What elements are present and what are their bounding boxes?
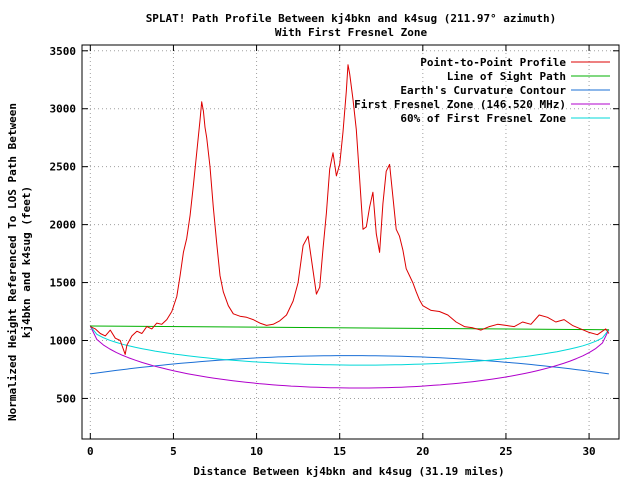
legend-label-earth: Earth's Curvature Contour (400, 84, 566, 97)
chart-title-line1: SPLAT! Path Profile Between kj4bkn and k… (146, 12, 557, 25)
y-axis-label-line1: Normalized Height Referenced To LOS Path… (6, 103, 19, 421)
x-tick-label: 5 (170, 445, 177, 458)
series-line-profile (90, 64, 610, 355)
series-line-fresnel (89, 325, 610, 389)
y-tick-label: 500 (56, 392, 76, 405)
y-tick-label: 3000 (50, 103, 77, 116)
series-line-los (90, 325, 609, 331)
y-tick-label: 1000 (50, 335, 77, 348)
y-tick-label: 1500 (50, 277, 77, 290)
x-tick-label: 25 (499, 445, 512, 458)
y-tick-label: 2500 (50, 161, 77, 174)
y-tick-label: 3500 (50, 45, 77, 58)
chart-title-line2: With First Fresnel Zone (275, 26, 428, 39)
x-tick-label: 30 (582, 445, 595, 458)
x-tick-label: 10 (250, 445, 263, 458)
legend-label-los: Line of Sight Path (447, 70, 566, 83)
legend-label-fresnel60: 60% of First Fresnel Zone (400, 112, 566, 125)
legend-label-profile: Point-to-Point Profile (420, 56, 566, 69)
axis-ticks: 0 5 10 15 20 25 30 500 1000 1500 2000 2500 3000 3500 (50, 45, 619, 458)
y-tick-label: 2000 (50, 219, 77, 232)
x-axis-label: Distance Between kj4bkn and k4sug (31.19… (193, 465, 504, 478)
series-group (89, 64, 610, 389)
series-line-fresnel60 (89, 325, 610, 366)
grid (82, 45, 619, 439)
legend-label-fresnel: First Fresnel Zone (146.520 MHz) (354, 98, 566, 111)
x-tick-label: 0 (87, 445, 94, 458)
plot-frame (81, 44, 620, 440)
x-tick-label: 15 (333, 445, 346, 458)
x-tick-label: 20 (416, 445, 429, 458)
y-axis-label-line2: kj4bkn and k4sug (feet) (20, 186, 33, 338)
series-line-earth (90, 355, 609, 375)
